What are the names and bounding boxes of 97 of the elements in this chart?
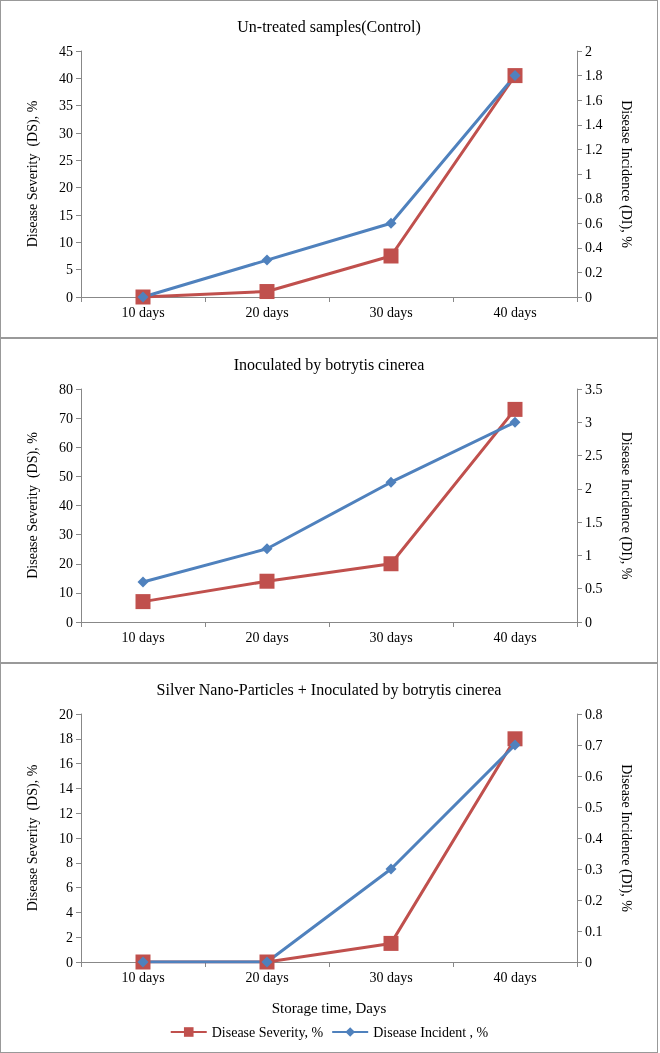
y2-tick-label: 2.5 bbox=[585, 448, 603, 464]
point bbox=[261, 254, 273, 266]
point bbox=[509, 739, 521, 751]
y-tick-label: 0 bbox=[66, 614, 73, 630]
chart-title: Un-treated samples(Control) bbox=[237, 17, 421, 36]
y2-axis-title: Disease Incidence (DI), % bbox=[617, 431, 634, 580]
y2-tick-label: 0 bbox=[585, 614, 592, 630]
y2-tick-label: 0 bbox=[585, 289, 592, 305]
y2-tick-label: 0.5 bbox=[585, 581, 603, 597]
y-tick-label: 0 bbox=[66, 289, 73, 305]
y-axis-title: Disease Severity (DS), % bbox=[24, 764, 41, 912]
y2-tick-label: 0.4 bbox=[585, 240, 603, 256]
y-tick-label: 2 bbox=[66, 929, 73, 945]
y2-tick-label: 0.2 bbox=[585, 892, 603, 908]
x-tick-label: 30 days bbox=[369, 304, 413, 320]
point bbox=[509, 416, 521, 428]
point bbox=[385, 476, 397, 488]
x-tick-label: 10 days bbox=[121, 629, 165, 645]
y2-tick-label: 2 bbox=[585, 43, 592, 59]
legend-label: Disease Incident , % bbox=[373, 1024, 489, 1040]
y-tick-label: 0 bbox=[66, 954, 73, 970]
y-tick-label: 30 bbox=[59, 125, 73, 141]
y-tick-label: 5 bbox=[66, 262, 73, 278]
y-tick-label: 15 bbox=[59, 207, 73, 223]
y-axis-title: Disease Severity (DS), % bbox=[24, 100, 41, 248]
x-tick-label: 20 days bbox=[245, 304, 289, 320]
y2-tick-label: 1 bbox=[585, 166, 592, 182]
y-tick-label: 10 bbox=[59, 234, 73, 250]
y-tick-label: 40 bbox=[59, 498, 73, 513]
y-tick-label: 14 bbox=[59, 780, 73, 796]
y2-tick-label: 1.6 bbox=[585, 92, 603, 108]
y2-tick-label: 0.6 bbox=[585, 768, 603, 784]
y2-tick-label: 0.2 bbox=[585, 264, 603, 280]
y-tick-label: 60 bbox=[59, 439, 73, 455]
y2-tick-label: 0.3 bbox=[585, 861, 603, 877]
y2-tick-label: 0.1 bbox=[585, 923, 603, 939]
point bbox=[135, 594, 151, 610]
y2-tick-label: 1.2 bbox=[585, 141, 603, 157]
point bbox=[385, 863, 397, 875]
y-tick-label: 10 bbox=[59, 830, 73, 846]
chart-title: Silver Nano-Particles + Inoculated by botrytis cinerea bbox=[156, 680, 502, 699]
y-tick-label: 18 bbox=[59, 731, 73, 747]
y-tick-label: 70 bbox=[59, 410, 73, 426]
x-tick-label: 30 days bbox=[369, 969, 413, 985]
chart-title: Inoculated by botrytis cinerea bbox=[233, 355, 425, 374]
y2-tick-label: 0.6 bbox=[585, 215, 603, 231]
x-tick-label: 10 days bbox=[121, 304, 165, 320]
y-tick-label: 20 bbox=[59, 556, 73, 572]
y2-tick-label: 1.8 bbox=[585, 68, 603, 84]
point bbox=[261, 543, 273, 555]
y2-tick-label: 1.5 bbox=[585, 514, 603, 530]
y2-tick-label: 0.4 bbox=[585, 830, 603, 846]
x-tick-label: 20 days bbox=[245, 629, 289, 645]
y2-tick-label: 3 bbox=[585, 414, 592, 430]
y-tick-label: 35 bbox=[59, 98, 73, 114]
y2-tick-label: 2 bbox=[585, 481, 592, 497]
point bbox=[383, 248, 399, 264]
y-tick-label: 20 bbox=[59, 706, 73, 722]
x-tick-label: 40 days bbox=[493, 304, 537, 320]
x-tick-label: 40 days bbox=[493, 969, 537, 985]
y-tick-label: 10 bbox=[59, 585, 73, 601]
legend-label: Disease Severity, % bbox=[211, 1024, 324, 1040]
y2-axis-title: Disease Incidence (DI), % bbox=[617, 764, 634, 913]
y-tick-label: 6 bbox=[66, 880, 73, 896]
y2-tick-label: 3.5 bbox=[585, 381, 603, 397]
y-axis-title: Disease Severity (DS), % bbox=[24, 431, 41, 579]
x-tick-label: 30 days bbox=[369, 629, 413, 645]
y-tick-label: 30 bbox=[59, 527, 73, 543]
y-tick-label: 40 bbox=[59, 70, 73, 86]
point bbox=[385, 217, 397, 229]
point bbox=[383, 556, 399, 572]
x-tick-label: 20 days bbox=[245, 969, 289, 985]
y-tick-label: 20 bbox=[59, 180, 73, 196]
y2-axis-title: Disease Incidence (DI), % bbox=[617, 100, 634, 249]
y2-tick-label: 1.4 bbox=[585, 117, 603, 133]
x-axis-title: Storage time, Days bbox=[271, 999, 387, 1016]
y-tick-label: 45 bbox=[59, 43, 73, 59]
y2-tick-label: 0.8 bbox=[585, 191, 603, 207]
point bbox=[383, 935, 399, 951]
y-tick-label: 50 bbox=[59, 468, 73, 484]
y-tick-label: 8 bbox=[66, 855, 73, 871]
y2-tick-label: 0 bbox=[585, 954, 592, 970]
y-tick-label: 80 bbox=[59, 381, 73, 397]
y-tick-label: 4 bbox=[66, 904, 73, 920]
point bbox=[259, 284, 275, 300]
y-tick-label: 12 bbox=[59, 805, 73, 821]
point bbox=[137, 576, 149, 588]
x-tick-label: 10 days bbox=[121, 969, 165, 985]
x-tick-label: 40 days bbox=[493, 629, 537, 645]
y2-tick-label: 0.8 bbox=[585, 706, 603, 722]
point bbox=[507, 401, 523, 417]
y-tick-label: 16 bbox=[59, 756, 73, 772]
y2-tick-label: 0.5 bbox=[585, 799, 603, 815]
y2-tick-label: 1 bbox=[585, 547, 592, 563]
point bbox=[259, 573, 275, 589]
y2-tick-label: 0.7 bbox=[585, 737, 603, 753]
y-tick-label: 25 bbox=[59, 152, 73, 168]
